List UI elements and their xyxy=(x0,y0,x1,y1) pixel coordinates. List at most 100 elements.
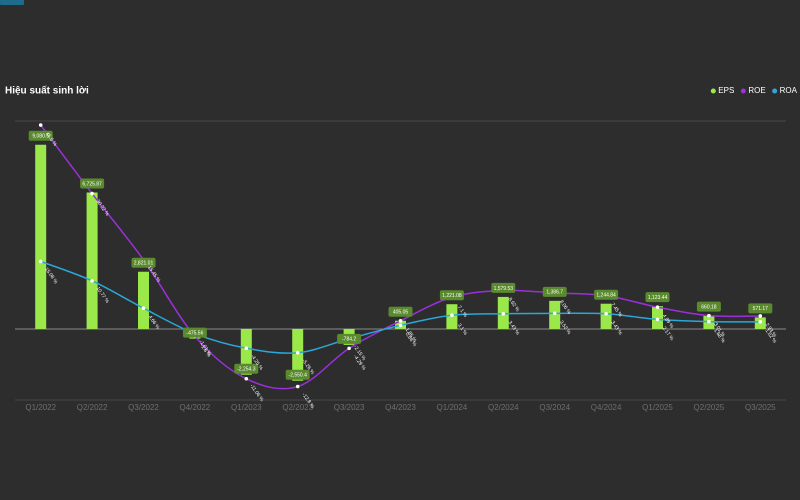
point xyxy=(655,317,660,322)
data-label-text: 9,080.5 xyxy=(32,134,49,140)
x-tick-label: Q3/2022 xyxy=(128,403,159,412)
legend-marker xyxy=(710,88,716,94)
data-label-text: 1,579.53 xyxy=(494,286,514,292)
data-label: 1,244.84 xyxy=(594,289,619,300)
data-label: -475.56 xyxy=(182,327,207,338)
data-label-text: -784.2 xyxy=(342,337,356,343)
data-label-text: 1,123.44 xyxy=(648,295,668,301)
legend-label: EPS xyxy=(718,86,734,95)
data-label-box xyxy=(594,289,619,300)
x-tick-label: Q2/2024 xyxy=(488,403,519,412)
point xyxy=(141,306,146,311)
point xyxy=(655,305,660,309)
bar xyxy=(138,271,149,329)
legend-label: ROA xyxy=(780,86,798,95)
data-label: -2,254.3 xyxy=(234,363,259,374)
data-label-text: 1,244.84 xyxy=(596,293,616,299)
x-tick-label: Q3/2024 xyxy=(539,403,570,412)
data-label-box xyxy=(234,363,259,374)
x-tick-label: Q3/2023 xyxy=(334,403,365,412)
data-label-text: 405.05 xyxy=(393,310,409,316)
x-tick-label: Q4/2022 xyxy=(180,403,211,412)
bar xyxy=(292,328,304,381)
bar xyxy=(600,303,612,329)
data-label-text: 660.18 xyxy=(701,304,717,310)
data-label-text: 1,221.08 xyxy=(442,293,462,299)
x-tick-label: Q3/2025 xyxy=(745,403,776,412)
point xyxy=(552,311,557,316)
data-label-box xyxy=(285,369,310,380)
point xyxy=(347,346,351,351)
point xyxy=(501,311,506,316)
data-label-box xyxy=(748,303,773,314)
data-label: 9,080.5 xyxy=(28,130,53,141)
data-label-text: -475.56 xyxy=(186,330,203,336)
data-label-box xyxy=(182,327,207,338)
data-label-box xyxy=(645,292,670,303)
chart-title: Hiệu suất sinh lời xyxy=(5,85,89,97)
bar xyxy=(86,192,98,329)
x-tick-label: Q4/2024 xyxy=(591,403,622,412)
x-tick-label: Q1/2022 xyxy=(25,403,56,412)
data-label: 1,221.08 xyxy=(439,290,464,301)
data-label-text: 571.17 xyxy=(753,306,769,312)
data-label: 6,725.87 xyxy=(80,178,105,189)
data-label-box xyxy=(80,178,105,189)
data-label-text: -2,254.3 xyxy=(237,367,256,373)
data-label: -2,550.4 xyxy=(285,369,310,380)
data-label-box xyxy=(439,290,464,301)
point xyxy=(604,311,608,316)
data-label: 405.05 xyxy=(388,306,413,317)
data-label: 660.18 xyxy=(696,301,721,312)
data-label: 1,579.53 xyxy=(491,282,516,293)
point xyxy=(38,259,43,264)
point xyxy=(398,323,403,328)
x-tick-label: Q1/2024 xyxy=(437,403,468,412)
point xyxy=(707,319,711,324)
bar xyxy=(35,144,47,329)
legend-marker xyxy=(772,88,778,94)
x-tick-label: Q2/2022 xyxy=(77,403,108,412)
data-label-text: 1,386.7 xyxy=(546,290,563,296)
data-label: -784.2 xyxy=(337,333,362,344)
data-label: 1,386.7 xyxy=(542,286,567,297)
point xyxy=(90,279,94,283)
data-label: 571.17 xyxy=(748,303,773,314)
point xyxy=(450,313,454,318)
data-label-box xyxy=(542,286,567,297)
bar xyxy=(652,306,663,329)
data-label-box xyxy=(131,257,156,268)
bar xyxy=(240,328,252,375)
data-label-box xyxy=(0,0,24,5)
point xyxy=(38,123,43,127)
data-label-box xyxy=(28,130,53,141)
data-label: 1,123.44 xyxy=(645,292,670,303)
data-label-box xyxy=(696,301,721,312)
point xyxy=(398,319,403,323)
legend-marker xyxy=(740,88,746,94)
data-label-box xyxy=(491,282,516,293)
x-tick-label: Q2/2025 xyxy=(694,403,725,412)
point xyxy=(707,313,711,318)
x-tick-label: Q4/2023 xyxy=(385,403,416,412)
point xyxy=(758,314,763,318)
point xyxy=(295,350,300,355)
data-label-box xyxy=(337,333,362,344)
point xyxy=(244,346,249,350)
x-tick-label: Q1/2025 xyxy=(642,403,673,412)
legend-label: ROE xyxy=(748,86,765,95)
data-label-text: 2,821.01 xyxy=(134,261,154,267)
data-label-box xyxy=(388,306,413,317)
point xyxy=(244,376,249,381)
point xyxy=(295,384,300,389)
x-tick-label: Q1/2023 xyxy=(231,403,262,412)
data-label: 2,821.01 xyxy=(131,257,156,268)
point xyxy=(758,320,763,324)
data-label-text: 6,725.87 xyxy=(82,181,102,187)
data-label-text: -2,550.4 xyxy=(289,373,308,379)
x-tick-label: Q2/2023 xyxy=(282,403,313,412)
point xyxy=(90,191,94,196)
